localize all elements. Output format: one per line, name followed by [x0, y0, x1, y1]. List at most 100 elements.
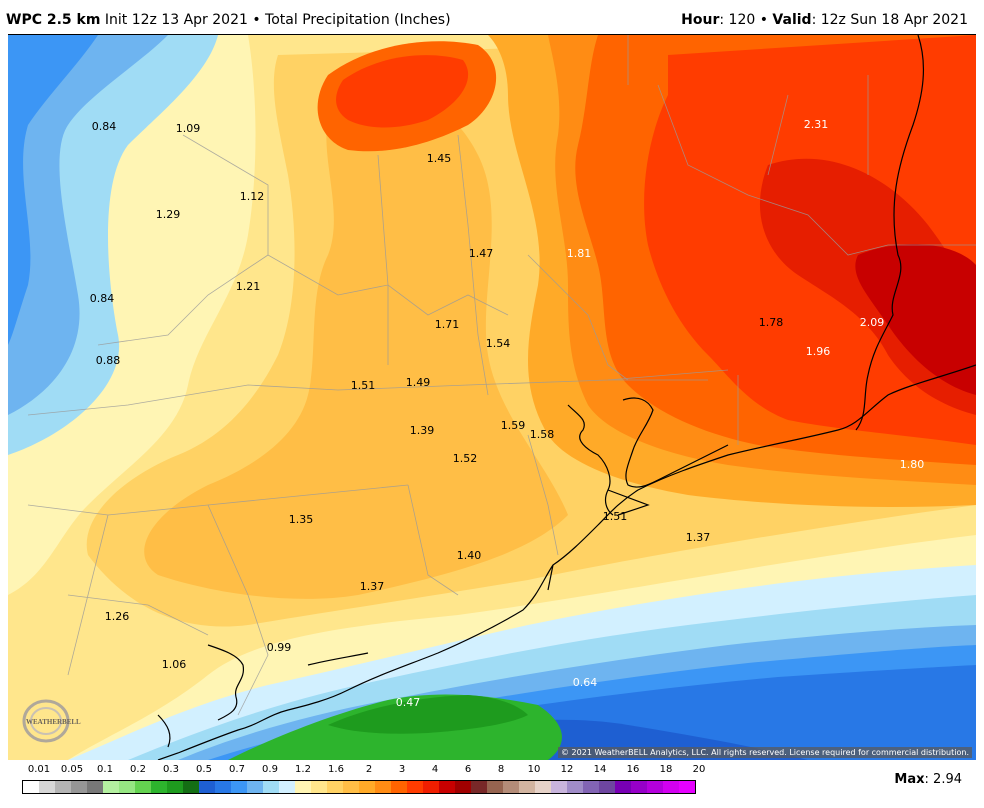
legend-swatch [407, 781, 423, 793]
precip-value-label: 0.84 [89, 292, 115, 305]
header: WPC 2.5 km Init 12z 13 Apr 2021 • Total … [0, 0, 984, 34]
precip-value-label: 1.51 [350, 379, 376, 392]
copyright-notice: © 2021 WeatherBELL Analytics, LLC. All r… [558, 747, 972, 758]
precip-value-label: 1.40 [456, 549, 482, 562]
init-text: Init 12z 13 Apr 2021 • Total Precipitati… [100, 12, 451, 28]
legend-swatch [487, 781, 503, 793]
precip-field [8, 35, 976, 760]
legend-colorbar [22, 780, 696, 794]
legend-swatch [455, 781, 471, 793]
precip-value-label: 1.35 [288, 513, 314, 526]
legend-swatch [55, 781, 71, 793]
legend-swatch [199, 781, 215, 793]
legend-tick-label: 1.2 [295, 764, 311, 775]
legend-tick-label: 0.7 [229, 764, 245, 775]
legend-tick-label: 0.5 [196, 764, 212, 775]
precip-value-label: 0.47 [395, 696, 421, 709]
legend-swatch [247, 781, 263, 793]
hour-label: Hour [681, 12, 720, 28]
precip-value-label: 1.39 [409, 424, 435, 437]
max-number: : 2.94 [924, 772, 962, 787]
legend-swatch [135, 781, 151, 793]
precip-value-label: 1.09 [175, 122, 201, 135]
legend-swatch [71, 781, 87, 793]
legend-tick-label: 0.9 [262, 764, 278, 775]
precip-value-label: 1.06 [161, 658, 187, 671]
precip-value-label: 2.09 [859, 316, 885, 329]
legend-tick-label: 0.01 [27, 764, 51, 775]
precip-value-label: 1.26 [104, 610, 130, 623]
legend-tick-label: 14 [593, 764, 607, 775]
legend-swatch [615, 781, 631, 793]
legend-swatch [551, 781, 567, 793]
precip-map: 0.84 1.09 1.45 2.31 1.29 1.12 1.47 1.81 0.84 1.21… [8, 34, 976, 760]
precip-value-label: 1.80 [899, 458, 925, 471]
legend-swatch [263, 781, 279, 793]
max-value: Max: 2.94 [894, 772, 962, 787]
weatherbell-logo-icon: WEATHERBELL [22, 699, 81, 743]
legend-tick-label: 4 [431, 764, 439, 775]
valid-label: Valid [772, 12, 812, 28]
precip-value-label: 1.54 [485, 337, 511, 350]
legend-swatch [295, 781, 311, 793]
legend-swatch [391, 781, 407, 793]
legend-swatch [215, 781, 231, 793]
legend-tick-label: 10 [527, 764, 541, 775]
legend-tick-label: 2 [365, 764, 373, 775]
precip-value-label: 2.31 [803, 118, 829, 131]
legend-swatch [663, 781, 679, 793]
precip-value-label: 1.47 [468, 247, 494, 260]
legend-tick-label: 3 [398, 764, 406, 775]
max-label: Max [894, 772, 925, 787]
legend-labels: 0.01 0.05 0.1 0.2 0.3 0.5 0.7 0.9 1.2 1.6 2 3 4 6 8 10 1… [22, 764, 706, 778]
legend-swatch [583, 781, 599, 793]
valid-value: : 12z Sun 18 Apr 2021 [811, 12, 968, 28]
legend-tick-label: 20 [692, 764, 706, 775]
precip-value-label: 1.45 [426, 152, 452, 165]
legend-tick-label: 0.1 [97, 764, 113, 775]
legend-swatch [327, 781, 343, 793]
legend-swatch [519, 781, 535, 793]
legend-tick-label: 0.05 [60, 764, 84, 775]
hour-value: : 120 • [719, 12, 773, 28]
precip-value-label: 1.78 [758, 316, 784, 329]
precip-value-label: 1.59 [500, 419, 526, 432]
precip-value-label: 1.37 [685, 531, 711, 544]
legend-swatch [375, 781, 391, 793]
legend-swatch [343, 781, 359, 793]
precip-value-label: 1.96 [805, 345, 831, 358]
precip-value-label: 1.71 [434, 318, 460, 331]
legend-tick-label: 0.3 [163, 764, 179, 775]
legend-swatch [311, 781, 327, 793]
color-legend: 0.01 0.05 0.1 0.2 0.3 0.5 0.7 0.9 1.2 1.6 2 3 4 6 8 10 1… [22, 764, 706, 804]
legend-tick-label: 16 [626, 764, 640, 775]
legend-tick-label: 8 [497, 764, 505, 775]
legend-swatch [647, 781, 663, 793]
legend-swatch [183, 781, 199, 793]
legend-swatch [119, 781, 135, 793]
legend-swatch [103, 781, 119, 793]
precip-value-label: 1.21 [235, 280, 261, 293]
precip-value-label: 1.58 [529, 428, 555, 441]
logo-text: WEATHERBELL [26, 718, 81, 726]
precip-value-label: 1.51 [602, 510, 628, 523]
precip-value-label: 1.37 [359, 580, 385, 593]
legend-swatch [439, 781, 455, 793]
legend-swatch [471, 781, 487, 793]
precip-value-label: 0.88 [95, 354, 121, 367]
precip-value-label: 1.81 [566, 247, 592, 260]
header-valid: Hour: 120 • Valid: 12z Sun 18 Apr 2021 [681, 12, 968, 28]
precip-value-label: 1.49 [405, 376, 431, 389]
legend-swatch [535, 781, 551, 793]
legend-tick-label: 0.2 [130, 764, 146, 775]
legend-tick-label: 12 [560, 764, 574, 775]
legend-swatch [423, 781, 439, 793]
weatherbell-logo: WEATHERBELL [22, 699, 84, 743]
legend-swatch [679, 781, 695, 793]
legend-swatch [567, 781, 583, 793]
precip-value-label: 0.64 [572, 676, 598, 689]
precip-value-label: 1.29 [155, 208, 181, 221]
precip-value-label: 0.99 [266, 641, 292, 654]
legend-tick-label: 6 [464, 764, 472, 775]
header-title: WPC 2.5 km Init 12z 13 Apr 2021 • Total … [6, 12, 451, 28]
